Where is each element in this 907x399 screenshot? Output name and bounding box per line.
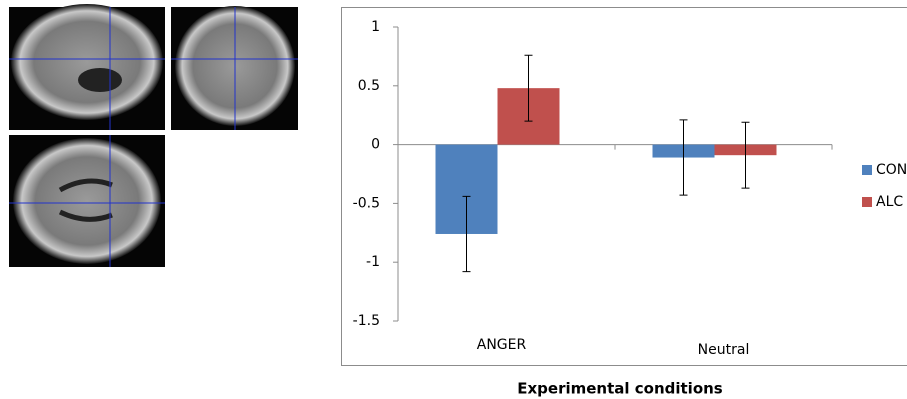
axial-brain: [13, 138, 161, 264]
legend-swatch: [862, 165, 872, 175]
x-tick-label: ANGER: [477, 337, 527, 353]
y-tick-label: 1: [371, 19, 380, 35]
brain-images: [9, 4, 298, 267]
figure: Experimental conditions -1.5 -1 -0.5 0 0.5 1 A…: [0, 0, 907, 399]
y-tick-label: -0.5: [353, 195, 380, 211]
legend-label: CON: [876, 162, 907, 178]
legend-label: ALC: [876, 194, 903, 210]
x-axis-title: Experimental conditions: [517, 380, 723, 398]
sagittal-ventricle: [78, 68, 122, 92]
x-tick-label: Neutral: [698, 342, 750, 358]
legend-swatch: [862, 197, 872, 207]
y-tick-label: -1.5: [353, 313, 380, 329]
y-tick-label: 0: [371, 137, 380, 153]
chart-frame: [342, 8, 907, 366]
y-tick-label: 0.5: [358, 78, 380, 94]
y-tick-label: -1: [366, 254, 380, 270]
sagittal-brain: [11, 4, 163, 120]
